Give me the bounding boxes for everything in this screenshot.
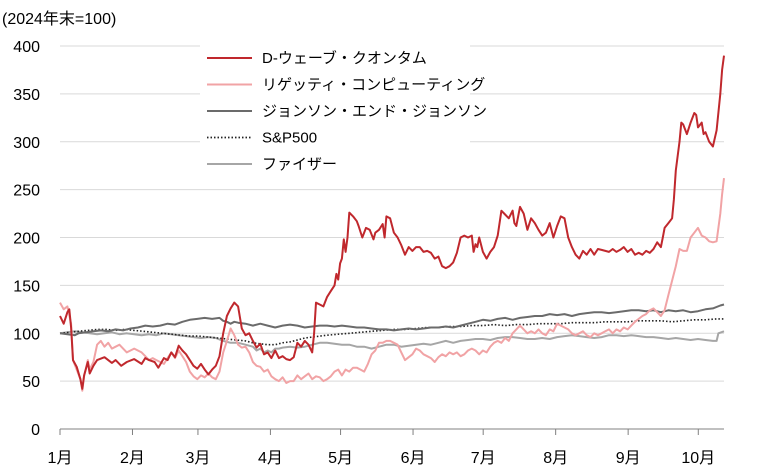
y-tick-label-150: 150 <box>13 278 40 295</box>
x-tick-label-6: 6月 <box>401 450 426 467</box>
x-tick-label-9: 9月 <box>616 450 641 467</box>
x-tick-labels: 1月 2月 3月 4月 5月 6月 7月 8月 9月 10月 <box>48 450 716 467</box>
series-line-4 <box>59 318 724 346</box>
axes <box>59 428 724 435</box>
series-line-1 <box>59 55 725 390</box>
series-line-2 <box>59 177 725 392</box>
series-line-5 <box>59 330 725 354</box>
x-tick-label-1: 1月 <box>48 450 73 467</box>
legend-label-4: S&P500 <box>262 130 317 147</box>
x-tick-label-10: 10月 <box>681 450 715 467</box>
series-line-3 <box>59 303 725 337</box>
legend-label-1: D-ウェーブ・クオンタム <box>262 49 427 67</box>
x-tick-label-4: 4月 <box>258 450 283 467</box>
x-tick-label-8: 8月 <box>543 450 568 467</box>
y-tick-label-300: 300 <box>13 135 40 152</box>
legend-background <box>200 44 470 184</box>
legend-label-5: ファイザー <box>262 156 337 173</box>
y-unit-label: (2024年末=100) <box>2 10 116 28</box>
legend-label-3: ジョンソン・エンド・ジョンソン <box>262 103 487 120</box>
y-tick-label-350: 350 <box>13 87 40 104</box>
y-tick-label-50: 50 <box>22 374 40 391</box>
y-tick-label-200: 200 <box>13 231 40 248</box>
y-tick-labels: 0 50 100 150 200 250 300 350 400 <box>13 39 40 439</box>
x-tick-label-7: 7月 <box>471 450 496 467</box>
y-tick-label-100: 100 <box>13 326 40 343</box>
legend-items: D-ウェーブ・クオンタムリゲッティ・コンピューティングジョンソン・エンド・ジョン… <box>207 49 487 173</box>
y-tick-label-250: 250 <box>13 183 40 200</box>
y-tick-label-400: 400 <box>13 39 40 56</box>
x-tick-label-5: 5月 <box>328 450 353 467</box>
legend: D-ウェーブ・クオンタムリゲッティ・コンピューティングジョンソン・エンド・ジョン… <box>200 44 487 184</box>
series-lines <box>59 55 725 392</box>
x-tick-label-2: 2月 <box>120 450 145 467</box>
legend-label-2: リゲッティ・コンピューティング <box>262 77 485 94</box>
x-tick-label-3: 3月 <box>185 450 210 467</box>
y-tick-label-0: 0 <box>31 422 40 439</box>
